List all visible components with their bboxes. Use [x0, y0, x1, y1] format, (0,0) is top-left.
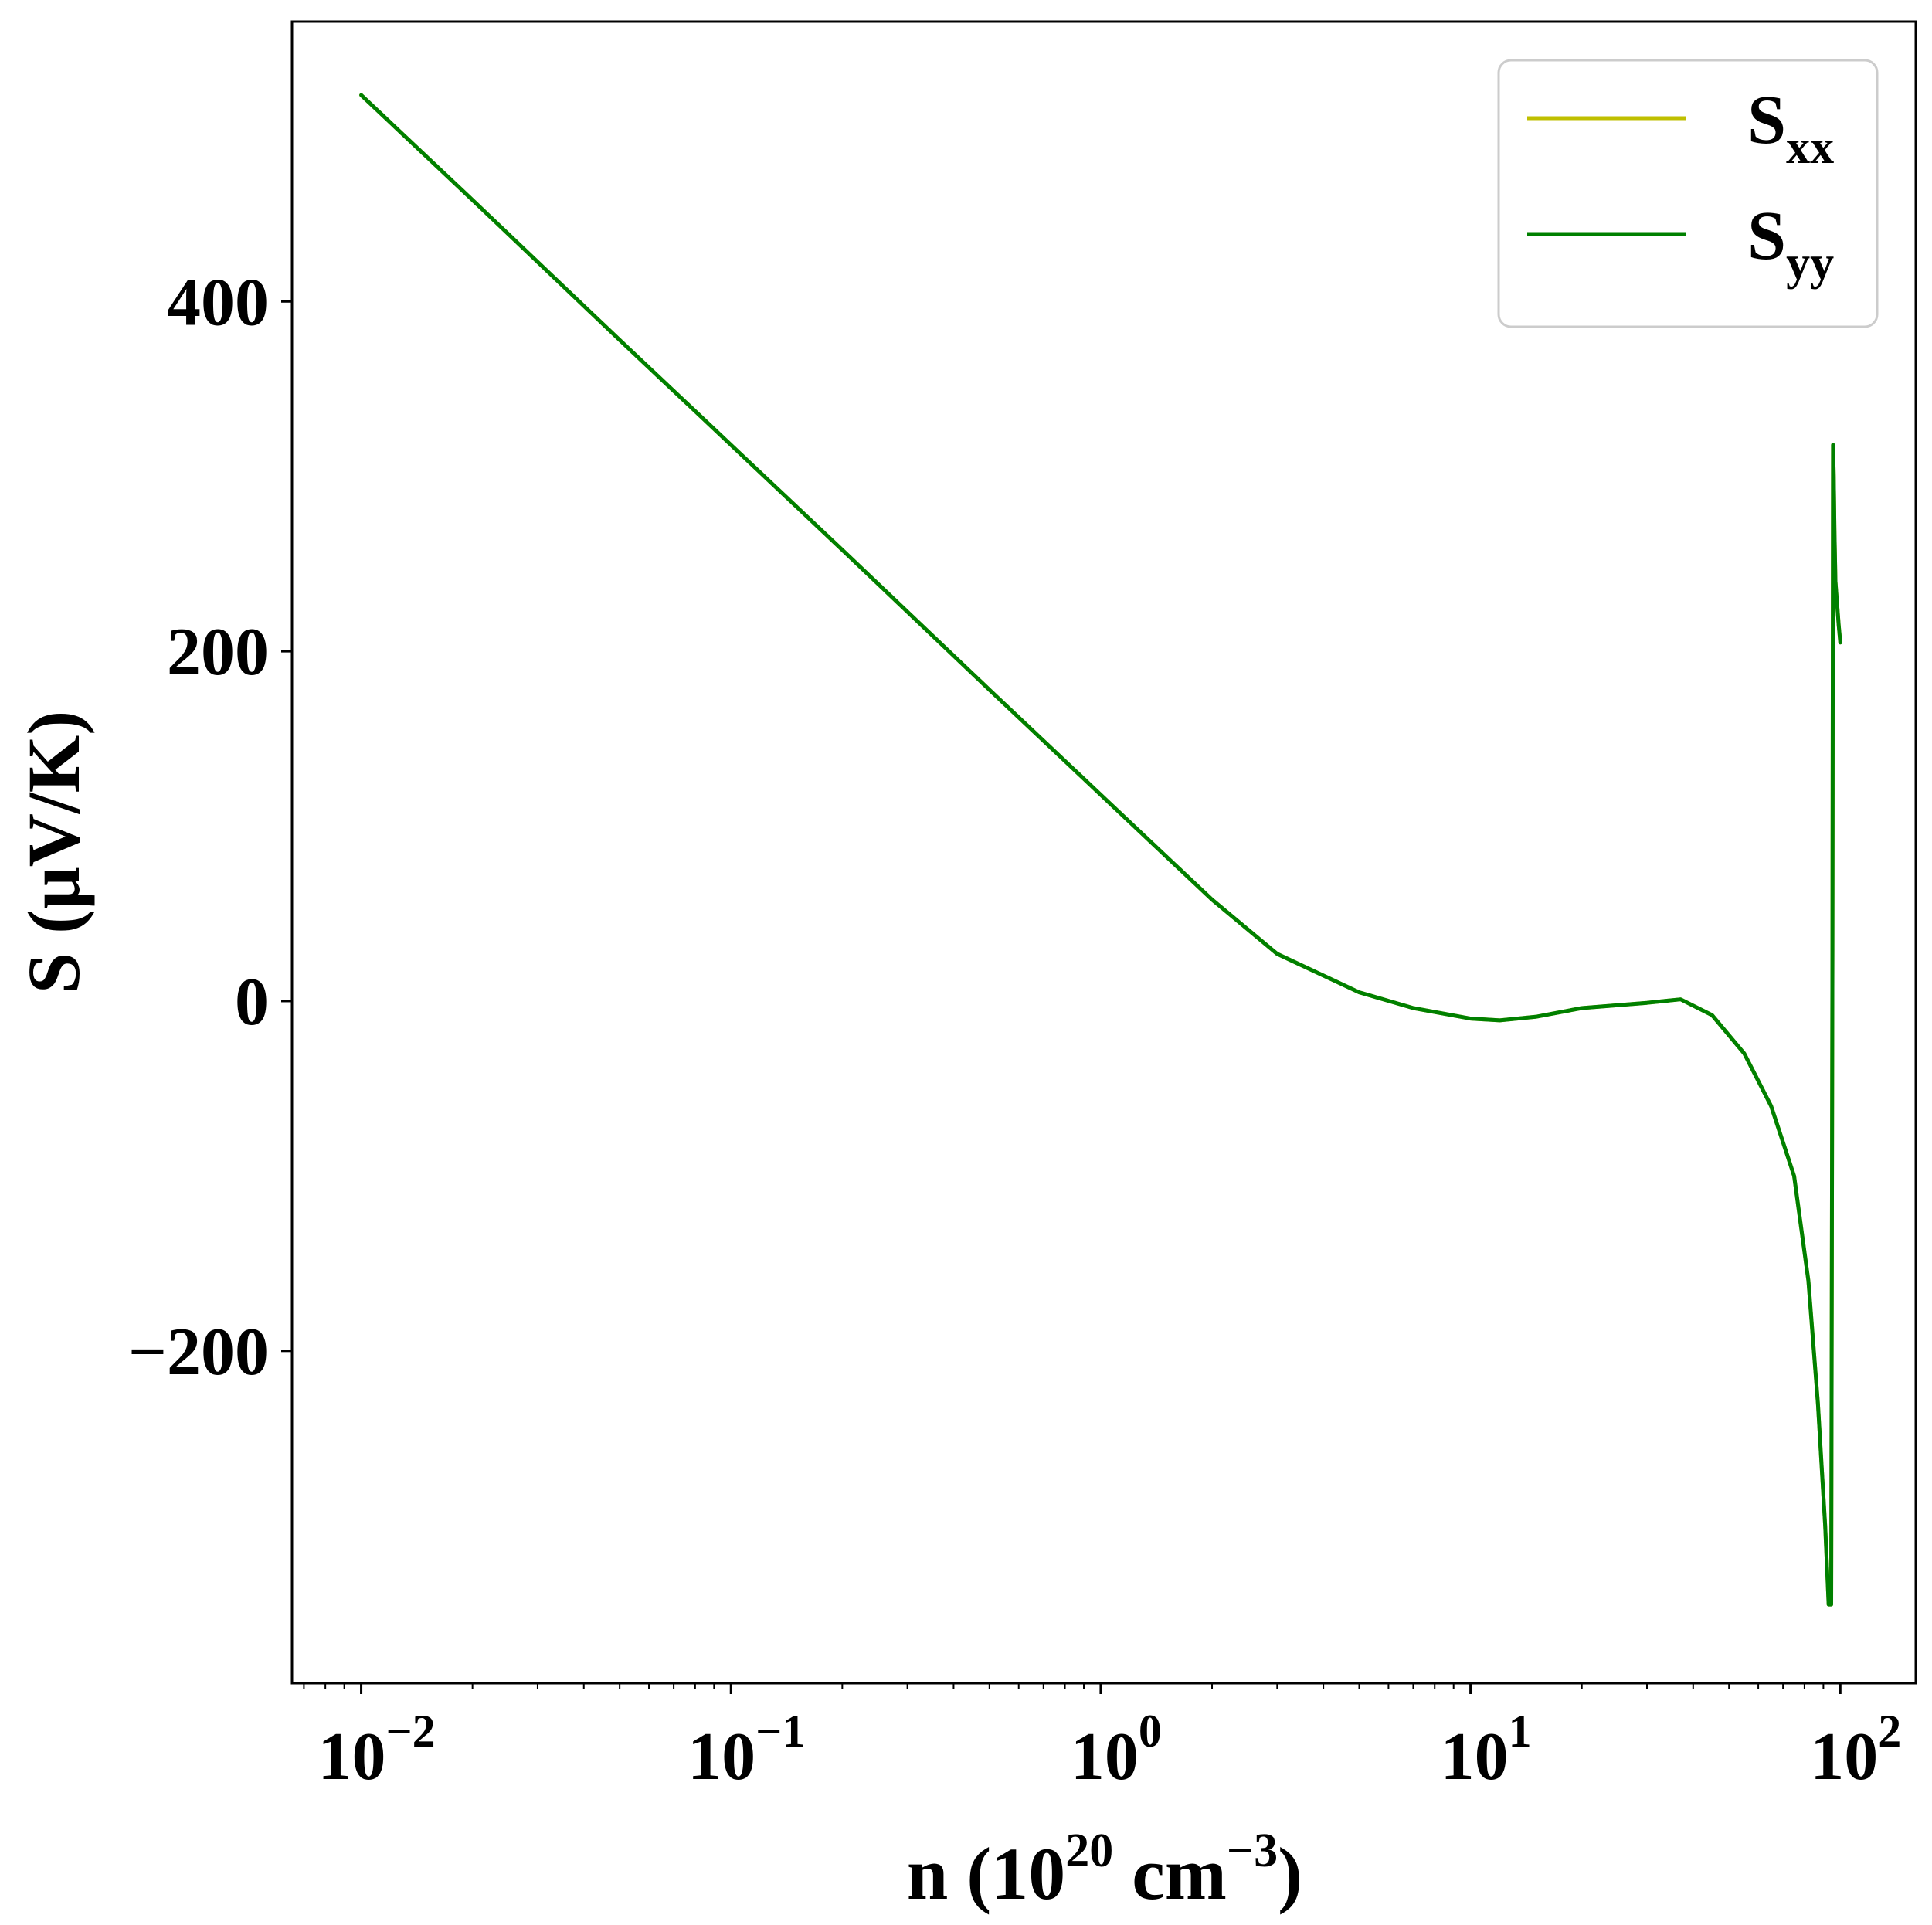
y-tick-label: 200 [167, 615, 269, 690]
series-line-syy [359, 93, 1842, 1607]
legend-entry-syy-main: S [1747, 198, 1786, 274]
x-axis-label-mid: cm [1113, 1832, 1227, 1915]
legend-entry-sxx: Sxx [1747, 82, 1834, 174]
x-axis-label-end: ) [1278, 1832, 1302, 1915]
y-tick-label: 0 [235, 965, 269, 1040]
legend: Sxx Syy [1497, 59, 1879, 328]
y-axis-ticks: −200 0 200 400 [128, 265, 292, 1390]
x-tick-label: 10−2 [317, 1706, 435, 1794]
x-tick-label-exp: −1 [755, 1706, 805, 1757]
series-layer [359, 93, 1842, 1607]
x-tick-label-base: 10 [688, 1720, 755, 1794]
x-axis-label: n (1020 cm−3) [907, 1825, 1302, 1915]
x-axis-label-main: n (10 [907, 1832, 1065, 1915]
x-axis-label-exp1: 20 [1065, 1825, 1113, 1877]
x-axis-label-exp2: −3 [1227, 1825, 1278, 1877]
x-axis-ticks: 10−2 10−1 100 101 102 [303, 1683, 1901, 1794]
x-tick-label-base: 10 [1441, 1720, 1509, 1794]
y-tick-label: 400 [167, 265, 269, 340]
legend-entry-syy-sub: yy [1786, 237, 1834, 290]
y-axis-label: S (μV/K) [12, 711, 95, 993]
legend-entry-syy: Syy [1747, 198, 1834, 290]
x-tick-label: 100 [1071, 1706, 1162, 1794]
x-tick-label-base: 10 [317, 1720, 385, 1794]
legend-box [1497, 59, 1879, 328]
x-tick-label-exp: 2 [1878, 1706, 1901, 1757]
x-tick-label-exp: 0 [1139, 1706, 1162, 1757]
x-tick-label-exp: 1 [1509, 1706, 1532, 1757]
y-tick-label: −200 [128, 1315, 269, 1390]
legend-entry-sxx-sub: xx [1786, 121, 1834, 174]
x-tick-label-base: 10 [1810, 1720, 1878, 1794]
x-tick-label: 10−1 [688, 1706, 805, 1794]
x-tick-label-exp: −2 [385, 1706, 435, 1757]
x-tick-label-base: 10 [1071, 1720, 1139, 1794]
plot-frame [290, 20, 1917, 1685]
legend-entry-sxx-main: S [1747, 82, 1786, 158]
x-tick-label: 101 [1441, 1706, 1532, 1794]
x-tick-label: 102 [1810, 1706, 1901, 1794]
